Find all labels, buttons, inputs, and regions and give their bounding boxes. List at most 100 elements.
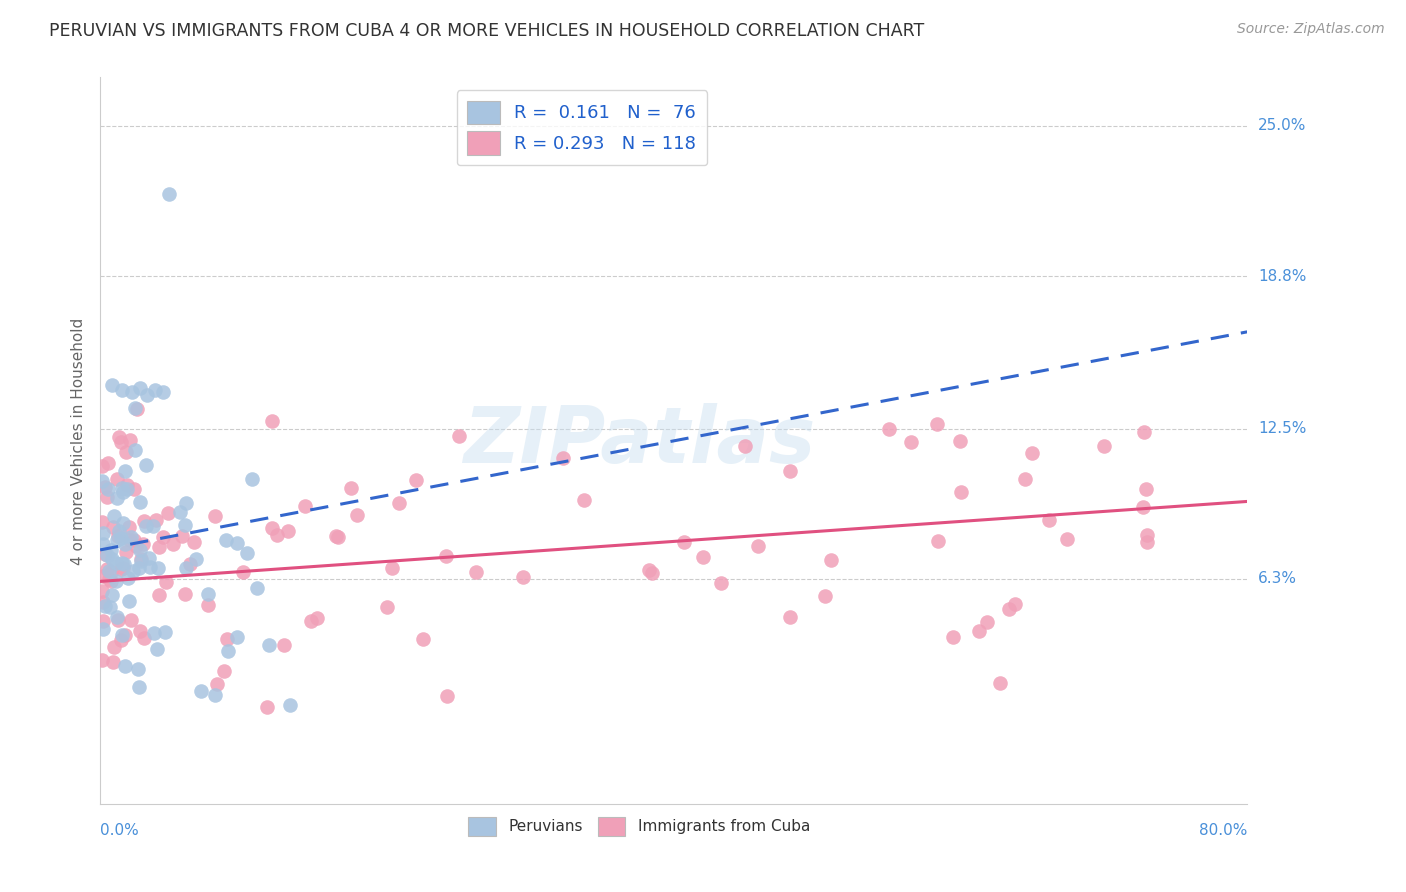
Text: 18.8%: 18.8% [1258,268,1306,284]
Point [877,422,900,436]
Point [340,481,363,495]
Point [115,483,138,497]
Point [143,626,166,640]
Point [184,552,207,566]
Point [294,499,316,513]
Point [127,662,149,676]
Point [114,537,136,551]
Point [1133,425,1156,439]
Point [266,528,288,542]
Text: 6.3%: 6.3% [1258,572,1298,586]
Point [93,614,115,628]
Point [112,516,135,530]
Y-axis label: 4 or more Vehicles in Household: 4 or more Vehicles in Household [72,318,86,565]
Point [278,698,301,712]
Point [967,624,990,638]
Point [120,613,142,627]
Point [942,630,965,644]
Point [1136,535,1159,549]
Point [129,553,152,567]
Point [101,552,124,566]
Point [155,625,177,640]
Point [412,632,434,646]
Point [97,457,120,471]
Point [110,435,132,450]
Point [215,533,238,547]
Point [551,451,574,466]
Point [115,478,138,492]
Point [232,565,254,579]
Point [107,529,129,543]
Point [152,385,174,400]
Point [122,482,145,496]
Point [1135,482,1157,496]
Point [641,566,664,580]
Point [152,530,174,544]
Point [172,529,194,543]
Point [94,479,117,493]
Point [346,508,368,522]
Point [747,539,769,553]
Point [136,388,159,402]
Point [779,610,801,624]
Point [226,536,249,550]
Point [91,525,114,540]
Point [927,534,949,549]
Point [405,473,427,487]
Point [447,429,470,443]
Point [125,402,148,417]
Point [97,564,120,578]
Point [103,508,125,523]
Point [128,495,150,509]
Point [114,464,136,478]
Point [105,491,128,506]
Point [328,530,350,544]
Point [277,524,299,538]
Point [157,506,180,520]
Text: Source: ZipAtlas.com: Source: ZipAtlas.com [1237,22,1385,37]
Point [672,535,695,549]
Point [214,664,236,678]
Point [976,615,998,629]
Point [512,570,534,584]
Point [998,602,1021,616]
Point [132,537,155,551]
Point [143,383,166,397]
Point [103,640,125,654]
Point [988,676,1011,690]
Point [307,611,329,625]
Point [692,550,714,565]
Text: 0.0%: 0.0% [100,822,139,838]
Point [148,540,170,554]
Point [190,684,212,698]
Point [464,565,486,579]
Point [129,380,152,394]
Point [135,458,157,472]
Point [273,638,295,652]
Point [124,442,146,457]
Point [145,513,167,527]
Point [204,688,226,702]
Point [108,524,131,538]
Point [1132,500,1154,514]
Point [105,610,128,624]
Point [197,598,219,612]
Point [179,557,201,571]
Point [120,530,142,544]
Point [96,549,118,563]
Point [927,417,949,432]
Point [134,632,156,646]
Point [246,582,269,596]
Point [197,586,219,600]
Point [105,472,128,486]
Point [207,677,229,691]
Point [105,533,128,548]
Text: ZIPatlas: ZIPatlas [463,403,815,479]
Point [96,562,118,576]
Point [117,571,139,585]
Point [638,563,661,577]
Point [117,593,139,607]
Point [162,537,184,551]
Point [110,561,132,575]
Legend: Peruvians, Immigrants from Cuba: Peruvians, Immigrants from Cuba [461,809,818,844]
